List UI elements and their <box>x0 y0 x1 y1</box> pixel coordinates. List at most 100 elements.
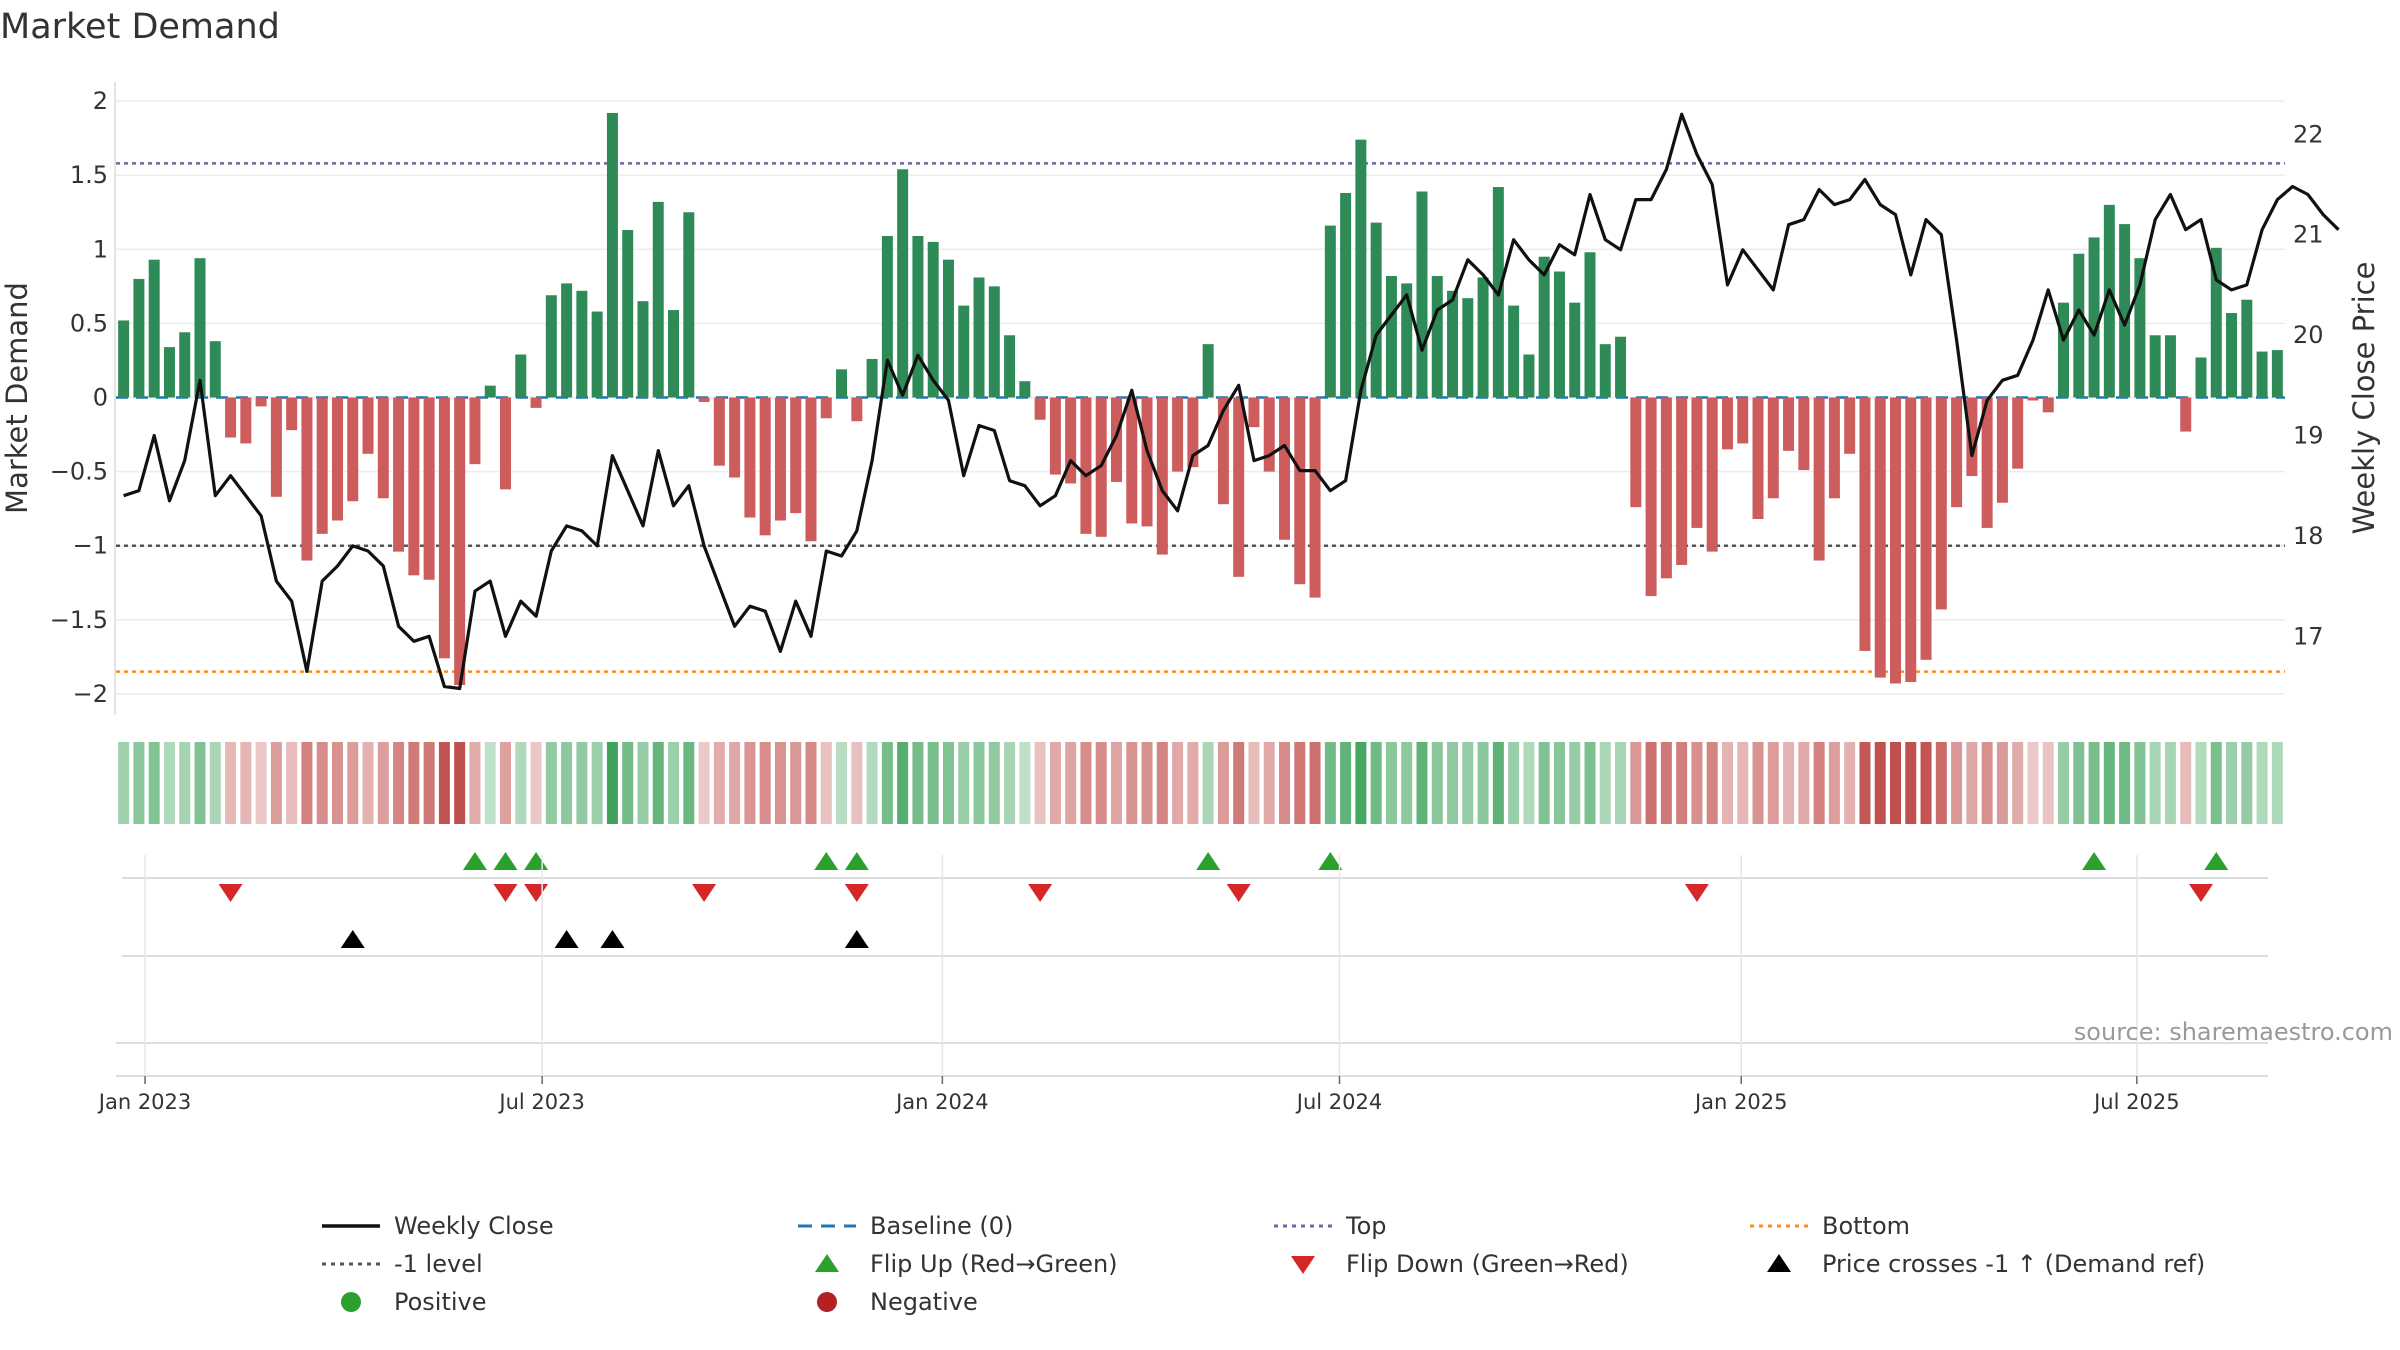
heat-cell <box>1401 742 1413 824</box>
date-tick-label: Jan 2024 <box>894 1090 989 1114</box>
demand-bar <box>133 278 145 398</box>
demand-bar <box>1248 397 1260 428</box>
axes: 2 1.5 1 0.5 0 −0.5 −1 −1.5 −2 22 21 20 19 18 17 <box>50 82 2324 715</box>
heat-cell <box>1706 742 1718 824</box>
heat-cell <box>1416 742 1428 824</box>
heat-cell <box>668 742 680 824</box>
demand-bar <box>2256 351 2268 398</box>
heat-cell <box>1340 742 1352 824</box>
demand-bar <box>1645 397 1657 597</box>
demand-bar <box>1217 397 1229 505</box>
heat-cell <box>1187 742 1199 824</box>
demand-bar <box>484 385 496 398</box>
date-tick-label: Jul 2024 <box>1295 1090 1382 1114</box>
heat-cell <box>897 742 909 824</box>
demand-bar <box>454 397 466 686</box>
heat-cell <box>2103 742 2115 824</box>
heat-cell <box>1844 742 1856 824</box>
heat-cell <box>1431 742 1443 824</box>
y-tick-label: −2 <box>73 680 108 708</box>
demand-bar <box>820 397 832 419</box>
demand-bar <box>1905 397 1917 683</box>
heat-cell <box>1676 742 1688 824</box>
demand-bar <box>530 397 542 408</box>
heat-cell <box>1645 742 1657 824</box>
heat-cell <box>484 742 496 824</box>
flip-down-marker <box>1684 884 1709 902</box>
legend-label: Weekly Close <box>394 1212 554 1240</box>
heat-cell <box>774 742 786 824</box>
legend-swatch <box>1767 1254 1791 1272</box>
demand-bar <box>1798 397 1810 471</box>
demand-bar <box>316 397 328 534</box>
heat-cell <box>1294 742 1306 824</box>
demand-bar <box>2088 237 2100 398</box>
heat-cell <box>1951 742 1963 824</box>
heat-cell <box>2058 742 2070 824</box>
demand-bar <box>209 341 221 398</box>
heat-cell <box>1508 742 1520 824</box>
heat-cell <box>118 742 130 824</box>
y2-tick-label: 22 <box>2293 120 2324 148</box>
demand-bar <box>561 283 573 398</box>
heat-cell <box>225 742 237 824</box>
demand-bar <box>973 277 985 398</box>
heat-cell <box>1462 742 1474 824</box>
demand-bar <box>469 397 481 465</box>
heat-cell <box>606 742 618 824</box>
heat-cell <box>301 742 313 824</box>
demand-bar <box>1034 397 1046 420</box>
weekly-close-line-layer <box>123 112 2340 691</box>
legend-item: Weekly Close <box>322 1212 554 1240</box>
heat-cell <box>1080 742 1092 824</box>
demand-bar <box>240 397 252 444</box>
y-tick-label: −0.5 <box>50 458 108 486</box>
date-tick-label: Jan 2025 <box>1693 1090 1788 1114</box>
heat-cell <box>1355 742 1367 824</box>
legend-label: Bottom <box>1822 1212 1910 1240</box>
flip-down-marker <box>493 884 518 902</box>
demand-bar <box>2180 397 2192 432</box>
demand-bar <box>2119 224 2131 398</box>
heat-cell <box>1523 742 1535 824</box>
demand-bar <box>148 259 160 398</box>
heat-cell <box>2180 742 2192 824</box>
demand-bar <box>163 347 175 398</box>
demand-bar <box>1660 397 1672 579</box>
demand-bar <box>2058 302 2070 398</box>
flip-down-marker <box>524 884 549 902</box>
heat-cell <box>2210 742 2222 824</box>
demand-bar <box>408 397 420 576</box>
demand-bar <box>1416 191 1428 398</box>
demand-bar <box>1294 397 1306 585</box>
y-tick-label: 0.5 <box>70 309 108 337</box>
heat-cell <box>545 742 557 824</box>
y2-tick-label: 17 <box>2293 622 2324 650</box>
heat-cell <box>2042 742 2054 824</box>
heat-cell <box>1538 742 1550 824</box>
heat-cell <box>790 742 802 824</box>
demand-bar <box>1538 256 1550 398</box>
demand-bar <box>1004 335 1016 398</box>
heat-cell <box>1217 742 1229 824</box>
heat-cell <box>1172 742 1184 824</box>
heat-cell <box>209 742 221 824</box>
chart-title: Market Demand <box>0 7 280 47</box>
demand-bar <box>2103 204 2115 398</box>
demand-bar <box>1477 277 1489 398</box>
heat-cell <box>973 742 985 824</box>
heat-cell <box>1385 742 1397 824</box>
demand-bar <box>270 397 282 497</box>
heat-cell <box>1615 742 1627 824</box>
price-cross-marker <box>554 930 579 948</box>
heat-cell <box>591 742 603 824</box>
heat-cell <box>393 742 405 824</box>
demand-bar <box>622 230 634 398</box>
demand-bar <box>851 397 863 422</box>
demand-bar <box>2042 397 2054 413</box>
demand-bar <box>2164 335 2176 398</box>
y-tick-label: 2 <box>93 87 108 115</box>
demand-bar <box>637 301 649 398</box>
legend-item: Baseline (0) <box>798 1212 1013 1240</box>
heat-cell <box>515 742 527 824</box>
